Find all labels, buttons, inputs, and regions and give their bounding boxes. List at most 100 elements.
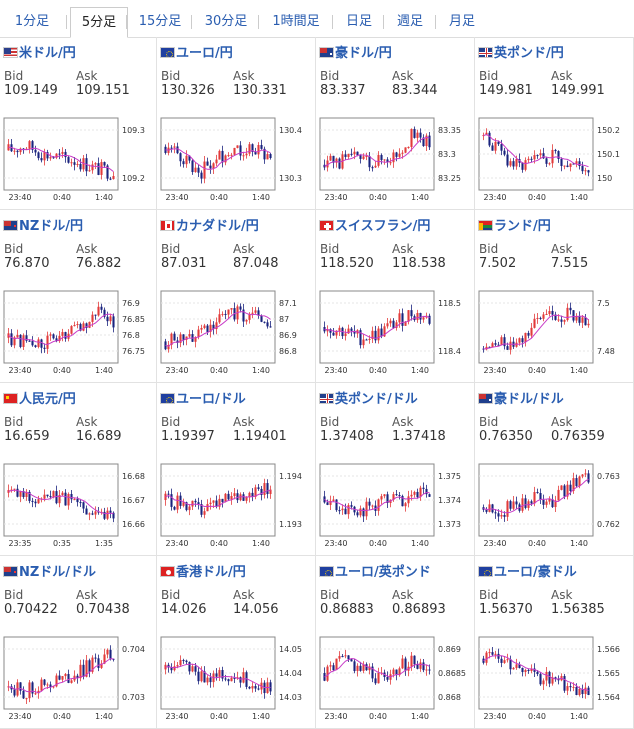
candle-body <box>173 333 176 341</box>
candle-body <box>64 332 67 339</box>
pair-name-link[interactable]: カナダドル/円 <box>160 218 259 236</box>
bid-value: 130.326 <box>161 83 215 98</box>
y-tick-label: 83.3 <box>438 150 456 159</box>
y-tick-label: 87 <box>279 315 289 324</box>
x-tick-label: 1:40 <box>411 366 429 375</box>
tab-6[interactable]: 日足 <box>345 14 372 29</box>
pair-name: ユーロ/ドル <box>176 392 246 407</box>
candle-body <box>40 339 43 348</box>
mini-chart[interactable]: 130.4 130.3 23:40 0:40 1:40 <box>157 108 314 208</box>
pair-name-link[interactable]: ランド/円 <box>478 218 551 236</box>
candle-body <box>233 147 236 155</box>
candle-body <box>536 671 539 675</box>
candle-body <box>410 494 413 497</box>
candle-body <box>371 167 374 169</box>
tab-4[interactable]: 30分足 <box>204 14 248 29</box>
candle-body <box>203 161 206 179</box>
mini-chart[interactable]: 109.3 109.2 23:40 0:40 1:40 <box>0 108 157 208</box>
mini-chart[interactable]: 150.2 150.1 150 23:40 0:40 1:40 <box>475 108 632 208</box>
mini-chart[interactable]: 14.05 14.04 14.03 23:40 0:40 1:40 <box>157 627 314 727</box>
candle-body <box>533 492 536 504</box>
bid-value: 149.981 <box>479 83 533 98</box>
mini-chart[interactable]: 76.9 76.85 76.8 76.75 23:40 0:40 1:40 <box>0 281 157 381</box>
y-tick-label: 1.375 <box>438 472 461 481</box>
pair-name-link[interactable]: NZドル/ドル <box>3 564 96 582</box>
pair-name-link[interactable]: 人民元/円 <box>3 391 76 409</box>
pair-name: スイスフラン/円 <box>335 219 431 234</box>
candle-body <box>16 488 19 497</box>
pair-name-link[interactable]: 米ドル/円 <box>3 45 76 63</box>
tab-7[interactable]: 週足 <box>396 14 423 29</box>
tab-8[interactable]: 月足 <box>448 14 475 29</box>
candle-body <box>341 508 344 511</box>
candle-body <box>37 690 40 694</box>
candle-body <box>404 321 407 326</box>
candle-body <box>422 317 425 320</box>
tab-3[interactable]: 15分足 <box>138 14 182 29</box>
y-tick-label: 0.763 <box>597 472 620 481</box>
mini-chart[interactable]: 1.375 1.374 1.373 23:40 0:40 1:40 <box>316 454 473 554</box>
pair-name-link[interactable]: ユーロ/円 <box>160 45 233 63</box>
mini-chart[interactable]: 1.194 1.193 23:40 0:40 1:40 <box>157 454 314 554</box>
ask-label: Ask <box>551 588 573 602</box>
y-tick-label: 1.565 <box>597 669 620 678</box>
bid-value: 76.870 <box>4 256 50 271</box>
tab-1[interactable]: 1分足 <box>14 14 50 29</box>
ask-label: Ask <box>551 415 573 429</box>
mini-chart[interactable]: 0.869 0.8685 0.868 23:40 0:40 1:40 <box>316 627 473 727</box>
mini-chart[interactable]: 87.1 87 86.9 86.8 23:40 0:40 1:40 <box>157 281 314 381</box>
mini-chart[interactable]: 0.704 0.703 23:40 0:40 1:40 <box>0 627 157 727</box>
y-tick-label: 150.1 <box>597 150 620 159</box>
moving-average-line <box>8 146 114 172</box>
candle-body <box>106 510 109 519</box>
chart-frame <box>3 117 119 191</box>
tab-2[interactable]: 5分足 <box>70 7 128 38</box>
gb-flag-icon <box>319 393 334 404</box>
mini-chart[interactable]: 118.5 118.4 23:40 0:40 1:40 <box>316 281 473 381</box>
x-tick-label: 1:35 <box>95 539 113 548</box>
mini-chart[interactable]: 1.566 1.565 1.564 23:40 0:40 1:40 <box>475 627 632 727</box>
candle-body <box>254 310 257 313</box>
pair-name-link[interactable]: スイスフラン/円 <box>319 218 430 236</box>
candle-body <box>578 161 581 166</box>
x-tick-label: 1:40 <box>570 366 588 375</box>
candle-body <box>344 655 347 657</box>
pair-name-link[interactable]: NZドル/円 <box>3 218 83 236</box>
pair-name-link[interactable]: 豪ドル/円 <box>319 45 392 63</box>
pair-name-link[interactable]: 英ポンド/ドル <box>319 391 418 409</box>
pair-name-link[interactable]: ユーロ/豪ドル <box>478 564 577 582</box>
candle-body <box>266 154 269 160</box>
candle-body <box>506 659 509 661</box>
candle-body <box>545 501 548 505</box>
tab-5[interactable]: 1時間足 <box>272 14 320 29</box>
mini-chart[interactable]: 0.763 0.762 23:40 0:40 1:40 <box>475 454 632 554</box>
candle-body <box>103 162 106 166</box>
candle-body <box>266 322 269 327</box>
candle-body <box>356 151 359 156</box>
mini-chart[interactable]: 83.35 83.3 83.25 23:40 0:40 1:40 <box>316 108 473 208</box>
pair-name-link[interactable]: 英ポンド/円 <box>478 45 564 63</box>
candle-body <box>73 325 76 327</box>
moving-average-line <box>165 663 271 688</box>
candle-body <box>203 671 206 683</box>
pair-name-link[interactable]: ユーロ/ドル <box>160 391 246 409</box>
mini-chart[interactable]: 7.5 7.48 23:40 0:40 1:40 <box>475 281 632 381</box>
pair-name-link[interactable]: 豪ドル/ドル <box>478 391 564 409</box>
candle-body <box>109 316 112 322</box>
candle-body <box>176 665 179 667</box>
candle-body <box>359 508 362 516</box>
x-tick-label: 1:40 <box>95 366 113 375</box>
pair-name-link[interactable]: ユーロ/英ポンド <box>319 564 431 582</box>
candle-body <box>70 326 73 334</box>
candle-body <box>73 162 76 165</box>
bid-label: Bid <box>161 69 181 83</box>
candle-body <box>188 155 191 161</box>
candle-body <box>392 669 395 675</box>
candle-body <box>173 666 176 671</box>
candle-body <box>524 332 527 343</box>
mini-chart[interactable]: 16.68 16.67 16.66 23:35 0:35 1:35 <box>0 454 157 554</box>
candle-body <box>482 348 485 350</box>
au-flag-icon <box>319 47 334 58</box>
pair-name-link[interactable]: 香港ドル/円 <box>160 564 246 582</box>
candle-body <box>413 655 416 665</box>
